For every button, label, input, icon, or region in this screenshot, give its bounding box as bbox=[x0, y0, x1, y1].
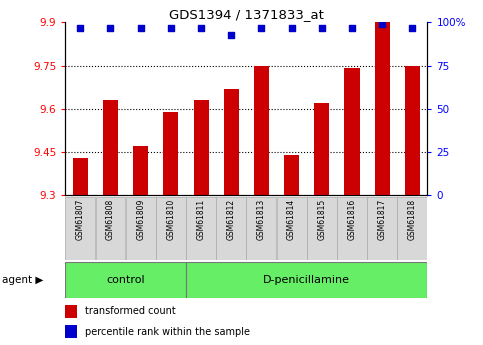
Text: D-penicillamine: D-penicillamine bbox=[263, 275, 350, 285]
Point bbox=[257, 25, 265, 30]
Text: GSM61813: GSM61813 bbox=[257, 199, 266, 240]
Point bbox=[348, 25, 356, 30]
Bar bbox=[133, 146, 148, 195]
Bar bbox=[375, 22, 390, 195]
Text: GSM61809: GSM61809 bbox=[136, 199, 145, 240]
Point bbox=[288, 25, 296, 30]
Bar bbox=[156, 197, 186, 260]
Text: GSM61812: GSM61812 bbox=[227, 199, 236, 240]
Text: GSM61811: GSM61811 bbox=[197, 199, 206, 240]
Point bbox=[378, 21, 386, 27]
Point bbox=[409, 25, 416, 30]
Bar bbox=[337, 197, 367, 260]
Text: GSM61818: GSM61818 bbox=[408, 199, 417, 240]
Bar bbox=[65, 305, 77, 318]
Point bbox=[107, 25, 114, 30]
FancyBboxPatch shape bbox=[65, 262, 186, 298]
Bar bbox=[224, 89, 239, 195]
Text: GSM61814: GSM61814 bbox=[287, 199, 296, 240]
Text: transformed count: transformed count bbox=[85, 306, 175, 316]
Bar bbox=[186, 197, 216, 260]
Bar bbox=[246, 197, 276, 260]
Text: control: control bbox=[106, 275, 145, 285]
Point bbox=[318, 25, 326, 30]
Bar bbox=[254, 66, 269, 195]
Bar bbox=[194, 100, 209, 195]
Point bbox=[227, 32, 235, 37]
Bar bbox=[65, 325, 77, 338]
Text: GSM61807: GSM61807 bbox=[76, 199, 85, 240]
Point bbox=[197, 25, 205, 30]
Text: GSM61810: GSM61810 bbox=[166, 199, 175, 240]
Bar bbox=[96, 197, 126, 260]
Title: GDS1394 / 1371833_at: GDS1394 / 1371833_at bbox=[169, 8, 324, 21]
Bar bbox=[398, 197, 427, 260]
Bar bbox=[314, 103, 329, 195]
Text: GSM61808: GSM61808 bbox=[106, 199, 115, 240]
Bar bbox=[405, 66, 420, 195]
FancyBboxPatch shape bbox=[186, 262, 427, 298]
Point bbox=[167, 25, 175, 30]
Bar bbox=[277, 197, 307, 260]
Bar bbox=[367, 197, 397, 260]
Bar bbox=[284, 155, 299, 195]
Text: percentile rank within the sample: percentile rank within the sample bbox=[85, 327, 250, 337]
Bar bbox=[307, 197, 337, 260]
Bar bbox=[103, 100, 118, 195]
Bar bbox=[216, 197, 246, 260]
Text: GSM61816: GSM61816 bbox=[347, 199, 356, 240]
Bar bbox=[73, 158, 88, 195]
Point bbox=[76, 25, 84, 30]
Bar bbox=[65, 197, 95, 260]
Text: agent ▶: agent ▶ bbox=[2, 275, 44, 285]
Text: GSM61817: GSM61817 bbox=[378, 199, 387, 240]
Point bbox=[137, 25, 144, 30]
Text: GSM61815: GSM61815 bbox=[317, 199, 327, 240]
Bar bbox=[126, 197, 156, 260]
Bar bbox=[344, 68, 359, 195]
Bar bbox=[163, 111, 178, 195]
